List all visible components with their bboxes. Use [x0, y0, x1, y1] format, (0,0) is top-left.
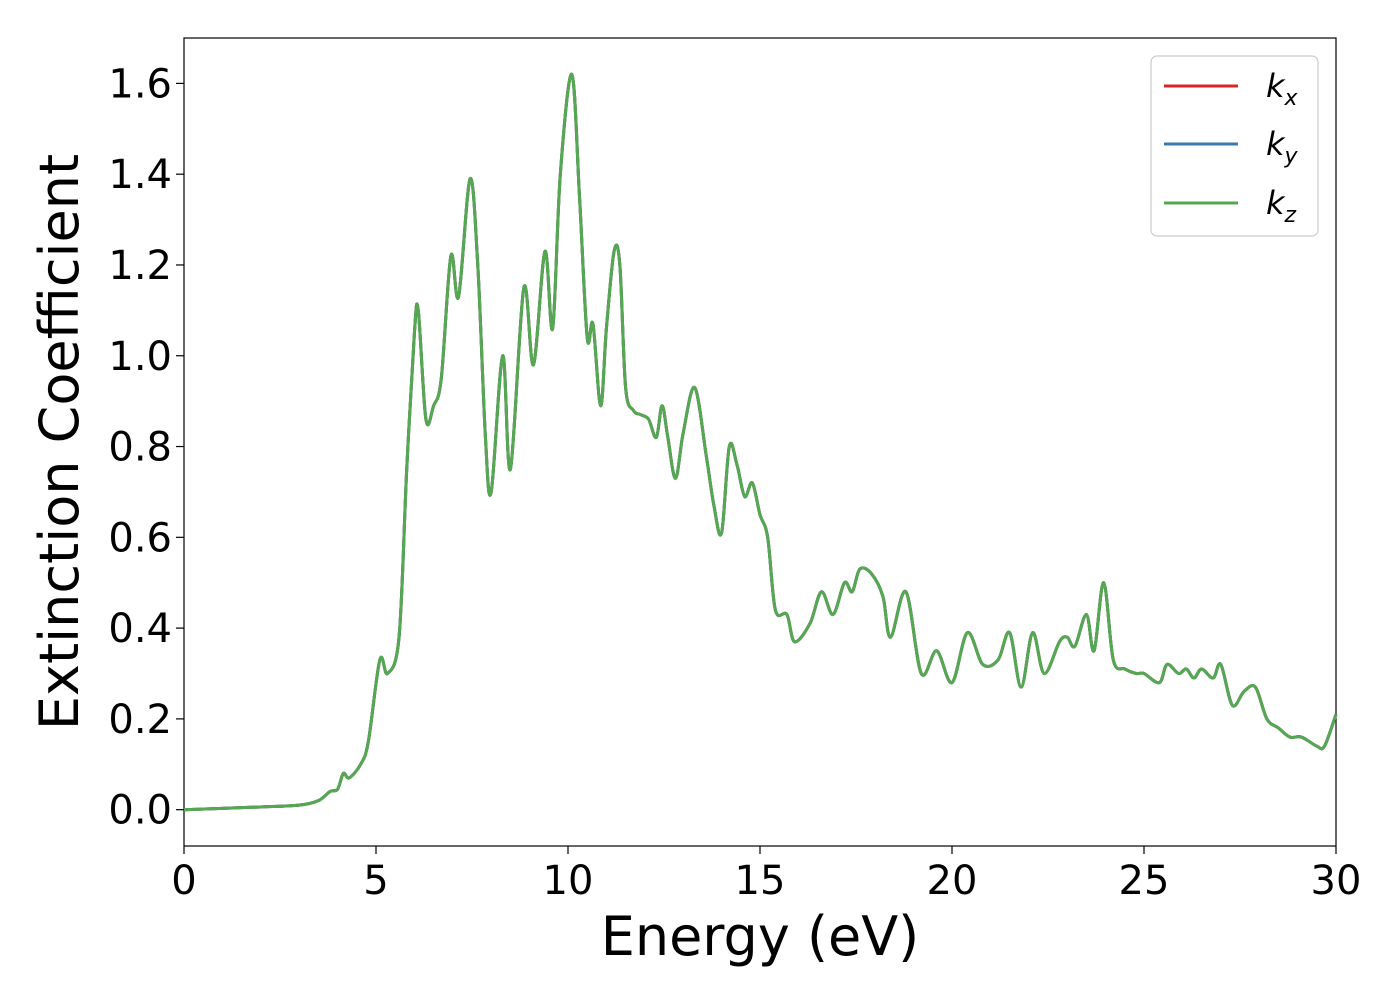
- y-axis-label: Extinction Coefficient: [28, 154, 91, 730]
- y-tick-label: 0.2: [108, 697, 172, 743]
- x-tick-label: 15: [735, 858, 786, 904]
- y-tick-label: 0.8: [108, 425, 172, 471]
- y-tick-label: 0.6: [108, 515, 172, 561]
- x-tick-label: 0: [171, 858, 196, 904]
- x-axis-label: Energy (eV): [601, 905, 920, 968]
- series-lines: [183, 72, 1338, 812]
- series-line-kz: [183, 72, 1338, 812]
- legend-label: kz: [1266, 184, 1297, 228]
- y-tick-label: 1.0: [108, 334, 172, 380]
- x-tick-label: 30: [1311, 858, 1362, 904]
- x-tick-label: 10: [543, 858, 594, 904]
- x-tick-label: 20: [927, 858, 978, 904]
- y-tick-label: 0.4: [108, 606, 172, 652]
- legend-label: kx: [1266, 67, 1299, 111]
- legend-label-main: k: [1266, 67, 1286, 105]
- y-tick-label: 1.6: [108, 61, 172, 107]
- legend-label-main: k: [1266, 184, 1286, 222]
- y-tick-label: 1.4: [108, 152, 172, 198]
- legend-label-sub: z: [1284, 203, 1297, 228]
- y-tick-label: 1.2: [108, 243, 172, 289]
- x-axis-ticks: 0 5 10 15 20 25 30: [171, 846, 1361, 904]
- legend-box: [1150, 55, 1319, 237]
- legend-label-main: k: [1266, 125, 1286, 163]
- legend-label-sub: y: [1284, 144, 1299, 169]
- y-tick-label: 0.0: [108, 788, 172, 834]
- legend-label: ky: [1266, 125, 1299, 169]
- legend-label-sub: x: [1284, 86, 1299, 111]
- x-tick-label: 25: [1119, 858, 1170, 904]
- y-axis-ticks: 0.0 0.2 0.4 0.6 0.8 1.0 1.2 1.4 1.6: [108, 61, 184, 834]
- x-tick-label: 5: [363, 858, 388, 904]
